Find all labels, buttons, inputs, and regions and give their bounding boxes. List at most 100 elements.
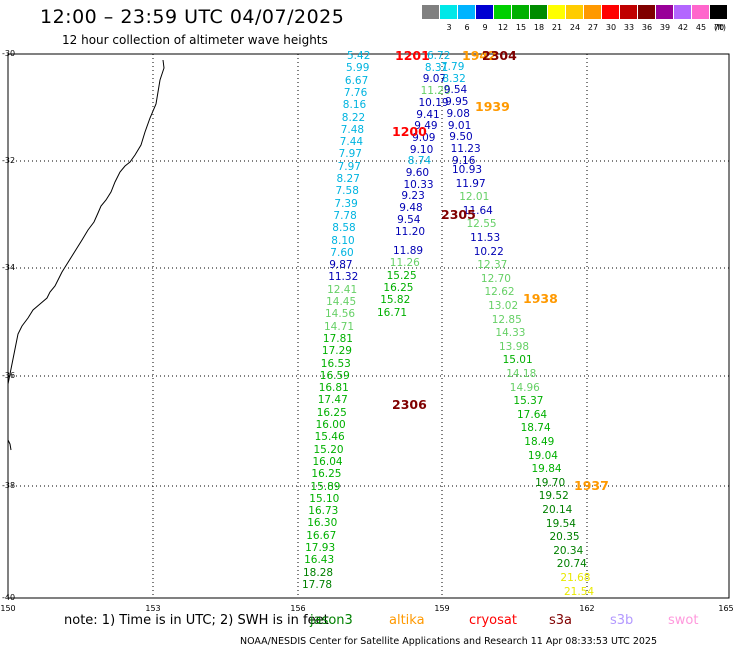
wave-height-value: 8.16 (342, 99, 367, 112)
wave-height-value: 15.89 (310, 480, 341, 493)
wave-height-value: 14.45 (326, 296, 357, 308)
wave-height-value: 15.10 (309, 492, 340, 505)
wave-height-value: 9.08 (446, 107, 470, 120)
pass-time-label: 2305 (441, 207, 476, 222)
wave-height-value: 18.49 (524, 436, 555, 448)
wave-height-value: 15.25 (386, 269, 417, 282)
map-frame (7, 53, 730, 599)
lon-label: 162 (579, 604, 595, 613)
legend-swatch (620, 5, 637, 19)
legend-swatch (692, 5, 709, 19)
legend-swatch (710, 5, 727, 19)
wave-height-value: 16.25 (316, 406, 347, 419)
footer-credit: NOAA/NESDIS Center for Satellite Applica… (240, 636, 658, 647)
wave-height-value: 9.54 (397, 213, 421, 226)
wave-height-value: 7.97 (338, 148, 362, 161)
wave-height-value: 5.99 (346, 62, 370, 75)
wave-height-value: 16.25 (383, 281, 414, 294)
wave-height-value: 16.30 (307, 517, 338, 530)
wave-height-value: 19.54 (545, 517, 576, 530)
legend-label: 18 (533, 23, 545, 32)
wave-height-value: 21.68 (560, 572, 591, 584)
satellite-s3b: s3b (610, 613, 634, 628)
lat-label: -38 (2, 481, 16, 490)
wave-height-value: 15.20 (313, 443, 344, 456)
wave-height-value: 13.98 (499, 340, 530, 353)
wave-height-value: 9.50 (449, 131, 473, 144)
wave-height-value: 9.23 (401, 190, 425, 203)
wave-height-value: 20.74 (556, 558, 587, 571)
legend-label: 9 (482, 23, 488, 32)
legend-swatch (602, 5, 619, 19)
legend-label: 3 (446, 23, 452, 32)
wave-height-value: 11.32 (328, 271, 359, 284)
wave-height-value: 16.59 (319, 369, 350, 382)
wave-height-value: 10.93 (452, 164, 483, 176)
wave-height-value: 9.95 (445, 96, 469, 109)
wave-height-value: 8.58 (332, 222, 356, 235)
satellite-s3a: s3a (549, 613, 573, 628)
wave-height-value: 20.35 (549, 531, 580, 544)
satellite-swot: swot (668, 613, 699, 628)
wave-height-value: 17.29 (321, 345, 352, 358)
wave-height-value: 15.01 (502, 354, 533, 367)
wave-height-value: 16.81 (318, 382, 349, 395)
wave-height-value: 6.67 (344, 74, 369, 87)
legend-swatch (476, 5, 493, 19)
wave-height-value: 14.96 (509, 381, 540, 394)
wave-height-value: 21.54 (564, 585, 595, 598)
wave-height-value: 16.73 (308, 505, 339, 518)
wave-height-value: 20.14 (542, 504, 573, 516)
wave-height-value: 16.00 (315, 419, 346, 431)
wave-height-value: 16.53 (320, 357, 351, 370)
pass-time-label: 1938 (523, 291, 558, 306)
wave-height-value: 9.49 (414, 120, 438, 133)
wave-height-value: 17.93 (305, 542, 336, 554)
wave-height-value: 11.53 (470, 232, 501, 244)
wave-height-value: 7.79 (441, 61, 465, 73)
wave-height-value: 18.28 (303, 566, 334, 579)
wave-height-value: 11.26 (389, 257, 420, 270)
wave-height-value: 7.76 (343, 86, 368, 99)
wave-height-value: 19.52 (538, 490, 569, 503)
wave-height-value: 20.34 (553, 544, 584, 557)
page-subtitle: 12 hour collection of altimeter wave hei… (62, 33, 328, 47)
coastline (7, 59, 165, 385)
legend-label: 6 (464, 23, 470, 32)
legend-label: 24 (569, 23, 581, 32)
legend-swatch (440, 5, 457, 19)
wave-height-value: 8.32 (442, 72, 466, 85)
lat-label: -30 (2, 49, 16, 58)
wave-height-value: 11.23 (450, 142, 481, 155)
legend-swatch (494, 5, 511, 19)
lon-label: 165 (718, 604, 734, 613)
pass-time-label: 1942 (462, 48, 497, 63)
wave-height-value: 7.60 (330, 246, 354, 259)
pass-time-label: 2306 (392, 397, 427, 412)
pass-time-label: 1937 (574, 478, 609, 493)
wave-height-value: 8.22 (341, 111, 366, 124)
wave-height-value: 9.16 (452, 154, 476, 167)
wave-height-value: 11.89 (393, 245, 424, 257)
wave-height-value: 8.27 (336, 173, 360, 185)
legend-swatch (422, 5, 439, 19)
wave-height-value: 9.87 (329, 259, 353, 272)
lon-label: 156 (290, 604, 306, 613)
legend-label: 36 (641, 23, 653, 32)
wave-height-value: 14.56 (325, 308, 356, 321)
wave-height-value: 12.37 (477, 259, 508, 272)
wave-height-value: 17.78 (302, 578, 333, 591)
lon-label: 150 (0, 604, 16, 613)
legend-label: 30 (605, 23, 617, 32)
legend-label: 42 (677, 23, 689, 32)
wave-height-value: 19.70 (535, 476, 566, 489)
wave-height-value: 9.48 (399, 202, 423, 215)
wave-height-value: 14.71 (324, 320, 355, 333)
wave-height-value: 7.39 (334, 197, 358, 210)
wave-height-value: 12.55 (466, 218, 497, 231)
legend-label: 70 (713, 23, 725, 32)
legend-label: 45 (695, 23, 707, 32)
wave-height-value: 7.58 (335, 185, 359, 198)
satellite-altika: altika (389, 613, 425, 628)
